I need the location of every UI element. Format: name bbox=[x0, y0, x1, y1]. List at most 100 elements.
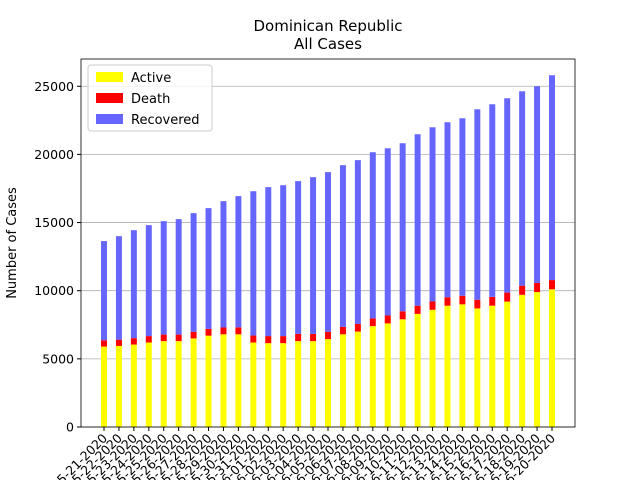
bar-segment bbox=[295, 333, 302, 342]
bar-segment bbox=[325, 172, 331, 332]
chart-subtitle: All Cases bbox=[294, 35, 362, 53]
y-tick-label: 5000 bbox=[42, 351, 74, 366]
bar-segment bbox=[459, 118, 466, 296]
bar-segment bbox=[280, 185, 287, 337]
bar-segment bbox=[160, 334, 167, 342]
bar-segment bbox=[220, 327, 227, 335]
bar-segment bbox=[280, 336, 287, 344]
bar-segment bbox=[325, 331, 331, 340]
bar-segment bbox=[310, 177, 317, 334]
bar-segment bbox=[339, 334, 346, 427]
bar-segment bbox=[220, 334, 227, 427]
bar-segment bbox=[444, 122, 451, 298]
bar-segment bbox=[175, 219, 182, 335]
bar-segment bbox=[354, 331, 361, 427]
bar-segment bbox=[130, 230, 137, 339]
bar-segment bbox=[444, 297, 451, 306]
bar-segment bbox=[384, 323, 391, 427]
bar-segment bbox=[549, 280, 555, 290]
bar-segment bbox=[220, 201, 227, 328]
bar-segment bbox=[280, 343, 287, 427]
bar-segment bbox=[115, 339, 122, 346]
bar-segment bbox=[145, 336, 152, 343]
y-tick-label: 25000 bbox=[34, 79, 74, 94]
bar-segment bbox=[429, 301, 436, 310]
plot-frame bbox=[80, 58, 576, 428]
bar-segment bbox=[339, 326, 346, 335]
bar-segment bbox=[130, 344, 137, 427]
bar-segment bbox=[384, 315, 391, 324]
bar-segment bbox=[190, 213, 197, 332]
bar-segment bbox=[145, 342, 152, 427]
y-tick-label: 10000 bbox=[34, 283, 74, 298]
bar-segment bbox=[534, 86, 541, 283]
y-axis-label: Number of Cases bbox=[5, 187, 20, 299]
bar-segment bbox=[205, 335, 212, 427]
bar-segment bbox=[489, 104, 496, 297]
y-tick-label: 0 bbox=[66, 420, 74, 435]
chart-title: Dominican Republic bbox=[253, 17, 402, 35]
bar-segment bbox=[130, 338, 137, 345]
bar-segment bbox=[295, 341, 302, 427]
bar-segment bbox=[265, 343, 272, 427]
bar-segment bbox=[160, 341, 167, 427]
bar-segment bbox=[265, 336, 272, 344]
bar-segment bbox=[384, 148, 391, 316]
bar-segment bbox=[115, 345, 122, 427]
bar-segment bbox=[310, 341, 317, 427]
bar-segment bbox=[429, 309, 436, 427]
bar-segment bbox=[474, 308, 481, 427]
bar-segment bbox=[474, 109, 481, 300]
bar-segment bbox=[235, 334, 242, 427]
bar-segment bbox=[519, 285, 526, 295]
bar-segment bbox=[175, 341, 182, 427]
bar-segment bbox=[160, 221, 167, 335]
bar-segment bbox=[295, 181, 302, 334]
bar-segment bbox=[235, 327, 242, 335]
y-tick-label: 15000 bbox=[34, 215, 74, 230]
bar-segment bbox=[369, 318, 376, 327]
bar-segment bbox=[444, 305, 451, 427]
legend-swatch bbox=[96, 72, 123, 82]
bar-segment bbox=[504, 301, 511, 427]
bar-segment bbox=[250, 342, 257, 427]
bar-segment bbox=[250, 191, 257, 336]
bar-segment bbox=[354, 323, 361, 332]
bar-segment bbox=[339, 165, 346, 327]
bar-segment bbox=[265, 187, 272, 337]
bar-segment bbox=[101, 346, 107, 427]
bar-segment bbox=[504, 98, 511, 293]
bar-segment bbox=[474, 299, 481, 309]
legend-swatch bbox=[96, 93, 123, 103]
bar-segment bbox=[414, 313, 421, 427]
bar-segment bbox=[205, 208, 212, 329]
bar-segment bbox=[414, 134, 421, 306]
legend-swatch bbox=[96, 114, 123, 124]
bar-segment bbox=[519, 91, 526, 286]
bar-segment bbox=[205, 328, 212, 336]
bar-segment bbox=[101, 340, 107, 347]
bar-segment bbox=[369, 152, 376, 319]
bar-segment bbox=[325, 339, 331, 427]
bar-segment bbox=[549, 289, 555, 427]
bar-segment bbox=[399, 319, 406, 427]
bar-segment bbox=[459, 295, 466, 305]
bar-segment bbox=[489, 305, 496, 427]
bar-segment bbox=[534, 292, 541, 427]
bar-segment bbox=[190, 338, 197, 427]
bar-segment bbox=[190, 331, 197, 339]
legend-label: Recovered bbox=[131, 113, 200, 128]
bar-segment bbox=[519, 294, 526, 427]
bar-segment bbox=[489, 296, 496, 306]
bar-segment bbox=[310, 333, 317, 342]
bar-segment bbox=[175, 334, 182, 342]
bar-segment bbox=[369, 326, 376, 427]
bar-segment bbox=[414, 305, 421, 314]
bar-segment bbox=[354, 160, 361, 324]
y-tick-label: 20000 bbox=[34, 147, 74, 162]
bar-segment bbox=[504, 292, 511, 302]
legend-label: Active bbox=[131, 71, 171, 86]
bar-segment bbox=[399, 143, 406, 312]
bar-segment bbox=[429, 127, 436, 302]
